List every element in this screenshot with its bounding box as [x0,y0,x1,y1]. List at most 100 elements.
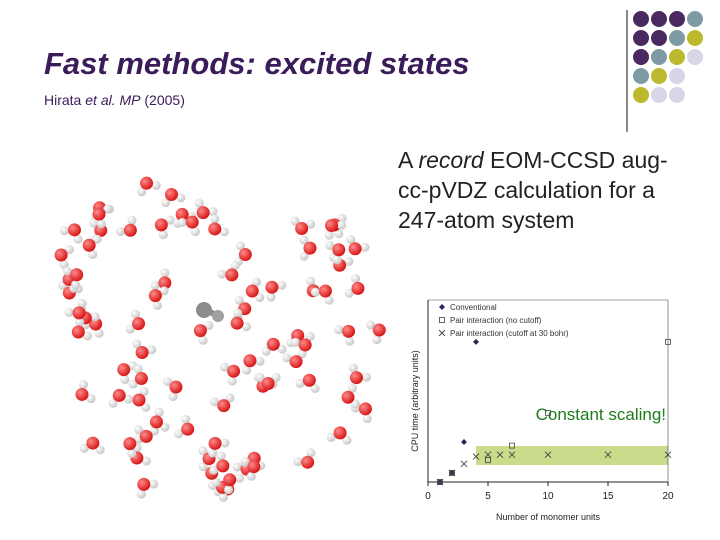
solute-molecule [196,302,224,322]
hydrogen-atom [348,363,358,373]
legend-marker [438,329,446,337]
hydrogen-atom [324,230,334,240]
oxygen-atom [140,176,154,190]
oxygen-atom [169,380,183,394]
hydrogen-atom [79,380,89,390]
water-molecule [208,436,230,458]
y-axis-label: CPU time (arbitrary units) [410,350,420,452]
hydrogen-atom [60,226,70,236]
water-molecule [132,339,157,360]
hydrogen-atom [62,266,72,276]
oxygen-atom [154,218,168,232]
oxygen-atom [132,317,146,331]
oxygen-atom [227,364,241,378]
hydrogen-atom [141,402,151,412]
oxygen-atom [332,243,346,257]
water-molecule [295,373,320,393]
hydrogen-atom [147,345,157,355]
hydrogen-atom [150,426,160,436]
hydrogen-atom [310,383,320,393]
hydrogen-atom [82,331,92,341]
hydrogen-atom [277,280,287,290]
hydrogen-atom [211,477,221,487]
water-molecule [325,240,346,265]
x-axis-label: Number of monomer units [496,512,601,522]
oxygen-atom [372,323,386,337]
water-molecule [64,298,87,320]
hydrogen-atom [347,383,357,393]
data-point [545,409,551,416]
hydrogen-atom [174,429,184,439]
hydrogen-atom [240,456,250,466]
data-point [437,479,443,485]
oxygen-atom [243,354,257,368]
hydrogen-atom [71,280,81,290]
hydrogen-atom [293,457,303,467]
legend-label: Conventional [450,303,497,312]
hydrogen-atom [198,462,208,472]
data-point [509,442,515,449]
hydrogen-atom [90,312,100,322]
hydrogen-atom [271,372,281,382]
hydrogen-atom [346,235,356,245]
water-molecule [255,372,281,390]
data-point [544,451,552,459]
hydrogen-atom [127,448,137,458]
hydrogen-atom [120,375,130,385]
oxygen-atom [185,215,199,229]
oxygen-atom [132,393,146,407]
oxygen-atom [123,437,137,451]
hydrogen-atom [235,473,245,483]
oxygen-atom [208,222,222,236]
hydrogen-atom [94,328,104,338]
water-molecule [149,407,170,432]
decor-dot [633,30,649,46]
oxygen-atom [295,221,309,235]
water-molecule [245,277,265,303]
carbon-atom [196,302,212,318]
oxygen-atom [342,324,356,338]
oxygen-atom [193,324,207,338]
hydrogen-atom [230,261,240,271]
data-point [436,478,444,486]
water-molecule [150,268,172,291]
oxygen-atom [139,429,153,443]
water-molecule [311,284,334,305]
data-point [485,457,491,464]
data-point [508,451,516,459]
oxygen-atom [134,372,148,386]
description-emph: record [418,147,484,173]
hydrogen-atom [154,407,164,417]
oxygen-atom [333,426,347,440]
chart-annotation: Constant scaling! [536,405,666,424]
oxygen-atom [181,422,195,436]
hydrogen-atom [125,324,135,334]
water-molecule [125,309,146,334]
hydrogen-atom [168,392,178,402]
hydrogen-atom [342,435,352,445]
decor-dot [633,49,649,65]
water-molecule [230,308,251,332]
hydrogen-atom [326,432,336,442]
hydrogen-atom [241,322,251,332]
water-molecule [177,215,200,237]
hydrogen-atom [209,465,219,475]
water-molecule [242,354,265,375]
hydrogen-atom [290,216,300,226]
decor-dot [669,87,685,103]
data-point [484,451,492,459]
water-molecule [265,280,287,302]
decor-dot [633,87,649,103]
hydrogen-atom [337,213,347,223]
x-tick-label: 20 [662,491,674,502]
oxygen-atom [82,238,96,252]
decor-divider [626,10,628,132]
hydrogen-atom [233,308,243,318]
hydrogen-atom [299,235,309,245]
hydrogen-atom [139,386,149,396]
water-molecule [334,324,356,346]
hydrogen-atom [372,335,382,345]
hydrogen-atom [198,335,208,345]
hydrogen-atom [134,425,144,435]
